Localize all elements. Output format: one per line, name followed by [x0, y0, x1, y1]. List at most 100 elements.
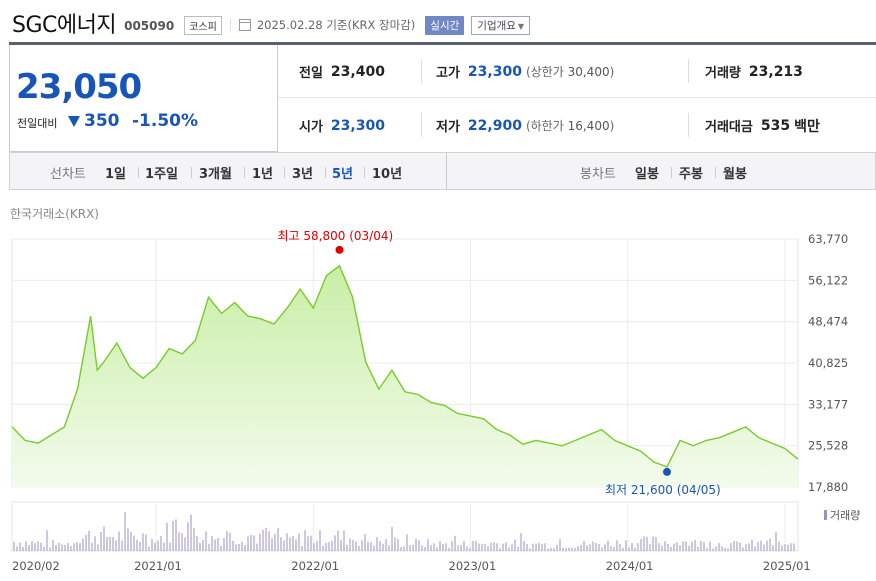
current-price-box: 23,050 전일대비 350 -1.50% [9, 45, 278, 152]
tab-divider [364, 167, 365, 178]
x-axis: 2020/02 2021/01 2022/01 2023/01 2024/01 2025/… [12, 559, 811, 573]
change-label: 전일대비 [17, 117, 58, 130]
volume-chart: 거래량 [13, 509, 860, 551]
high-annotation: 최고 58,800 (03/04) [278, 229, 394, 243]
y-tick-label: 56,122 [808, 273, 848, 287]
price-change: 350 [84, 111, 120, 131]
tab-1d[interactable]: 1일 [105, 166, 127, 182]
upper-limit: (상한가 30,400) [525, 65, 615, 79]
down-arrow-icon [68, 116, 80, 127]
date-basis: 기준(KRX 장마감) [326, 18, 416, 32]
lower-limit-value: 16,400 [567, 119, 610, 133]
tab-monthly[interactable]: 월봉 [723, 166, 747, 182]
trade-value-unit: 백만 [794, 118, 820, 135]
y-tick-label: 25,528 [808, 439, 848, 453]
low-marker [663, 467, 671, 476]
stock-header: SGC에너지 005090 코스피 2025.02.28 기준(KRX 장마감)… [12, 8, 531, 38]
x-tick-label: 2020/02 [12, 559, 60, 573]
candle-chart-label: 봉차트 [580, 166, 616, 182]
tab-divider [671, 167, 672, 178]
low-value: 22,900 [467, 117, 522, 134]
trade-value-label: 거래대금 [705, 120, 753, 135]
company-info-label: 기업개요 [477, 19, 516, 32]
header-divider [229, 19, 231, 31]
prev-close: 전일 23,400 [299, 45, 385, 98]
y-tick-label: 63,770 [808, 232, 848, 246]
trade-value-amount: 535 [760, 117, 791, 134]
x-tick-label: 2021/01 [134, 559, 182, 573]
current-price: 23,050 [16, 67, 142, 107]
stats-divider [421, 113, 422, 137]
x-tick-label: 2024/01 [606, 559, 654, 573]
y-tick-label: 17,880 [808, 480, 848, 494]
high-label: 고가 [436, 66, 460, 81]
company-name: SGC에너지 [12, 13, 117, 38]
tab-group-divider [446, 153, 447, 189]
annotations: 최고 58,800 (03/04) 최저 21,600 (04/05) [278, 229, 721, 497]
upper-limit-label: 상한가 [530, 65, 564, 79]
x-tick-label: 2022/01 [291, 559, 339, 573]
price-summary: 23,050 전일대비 350 -1.50% 전일 23,400 고가 23,3… [9, 42, 876, 152]
date-value: 2025.02.28 [256, 18, 323, 32]
tab-divider [325, 167, 326, 178]
high-value: 23,300 [467, 63, 522, 80]
prev-close-label: 전일 [299, 66, 323, 81]
tab-1w[interactable]: 1주일 [145, 166, 178, 182]
calendar-icon [238, 19, 251, 31]
tab-daily[interactable]: 일봉 [635, 166, 659, 182]
tab-divider [284, 167, 285, 178]
open-value: 23,300 [330, 117, 385, 134]
stats-divider [688, 113, 689, 137]
x-tick-label: 2023/01 [449, 559, 497, 573]
quote-date: 2025.02.28 기준(KRX 장마감) [257, 17, 415, 33]
tab-divider [244, 167, 245, 178]
tab-weekly[interactable]: 주봉 [679, 166, 703, 182]
stock-code: 005090 [124, 19, 175, 33]
open-label: 시가 [299, 120, 323, 135]
volume-legend-swatch [824, 510, 827, 520]
chart-tab-bar: 선차트 1일 1주일 3개월 1년 3년 5년 10년 봉차트 일봉 주봉 월봉 [9, 152, 876, 190]
y-tick-label: 33,177 [808, 397, 848, 411]
y-tick-label: 40,825 [808, 356, 848, 370]
tab-3y[interactable]: 3년 [292, 166, 314, 182]
low-label: 저가 [436, 120, 460, 135]
upper-limit-value: 30,400 [567, 65, 610, 79]
chevron-down-icon: ▼ [517, 21, 525, 31]
tab-divider [138, 167, 139, 178]
volume-label: 거래량 [705, 66, 741, 81]
price-area [11, 264, 799, 487]
low-annotation: 최저 21,600 (04/05) [605, 483, 721, 497]
trade-value: 거래대금 535 백만 [705, 99, 820, 152]
low-price: 저가 22,900 (하한가 16,400) [436, 99, 614, 152]
stats-row-2: 시가 23,300 저가 22,900 (하한가 16,400) 거래대금 53… [278, 99, 876, 152]
x-tick-label: 2025/01 [763, 559, 811, 573]
tab-divider [715, 167, 716, 178]
y-axis: 63,770 56,122 48,474 40,825 33,177 25,528 17,8… [808, 232, 848, 494]
price-line [11, 264, 799, 468]
price-area-fill [12, 265, 798, 487]
price-change-pct: -1.50% [132, 111, 199, 131]
volume: 거래량 23,213 [705, 45, 803, 98]
stats-divider [688, 59, 689, 83]
tab-1y[interactable]: 1년 [252, 166, 274, 182]
company-info-dropdown[interactable]: 기업개요 ▼ [471, 15, 531, 35]
volume-frame [11, 501, 799, 552]
tab-5y[interactable]: 5년 [332, 166, 354, 182]
tab-10y[interactable]: 10년 [372, 166, 403, 182]
line-chart-label: 선차트 [50, 166, 86, 182]
lower-limit: (하한가 16,400) [525, 119, 615, 133]
tab-3m[interactable]: 3개월 [199, 166, 232, 182]
volume-legend-label: 거래량 [830, 509, 860, 522]
high-marker [335, 245, 344, 254]
high-price: 고가 23,300 (상한가 30,400) [436, 45, 614, 98]
realtime-button[interactable]: 실시간 [425, 15, 465, 35]
tab-divider [191, 167, 192, 178]
stats-row-1: 전일 23,400 고가 23,300 (상한가 30,400) 거래량 23,… [278, 45, 876, 98]
stats-divider [421, 59, 422, 83]
data-source: 한국거래소(KRX) [10, 207, 99, 221]
lower-limit-label: 하한가 [530, 119, 564, 133]
prev-close-value: 23,400 [330, 63, 385, 80]
open-price: 시가 23,300 [299, 99, 385, 152]
